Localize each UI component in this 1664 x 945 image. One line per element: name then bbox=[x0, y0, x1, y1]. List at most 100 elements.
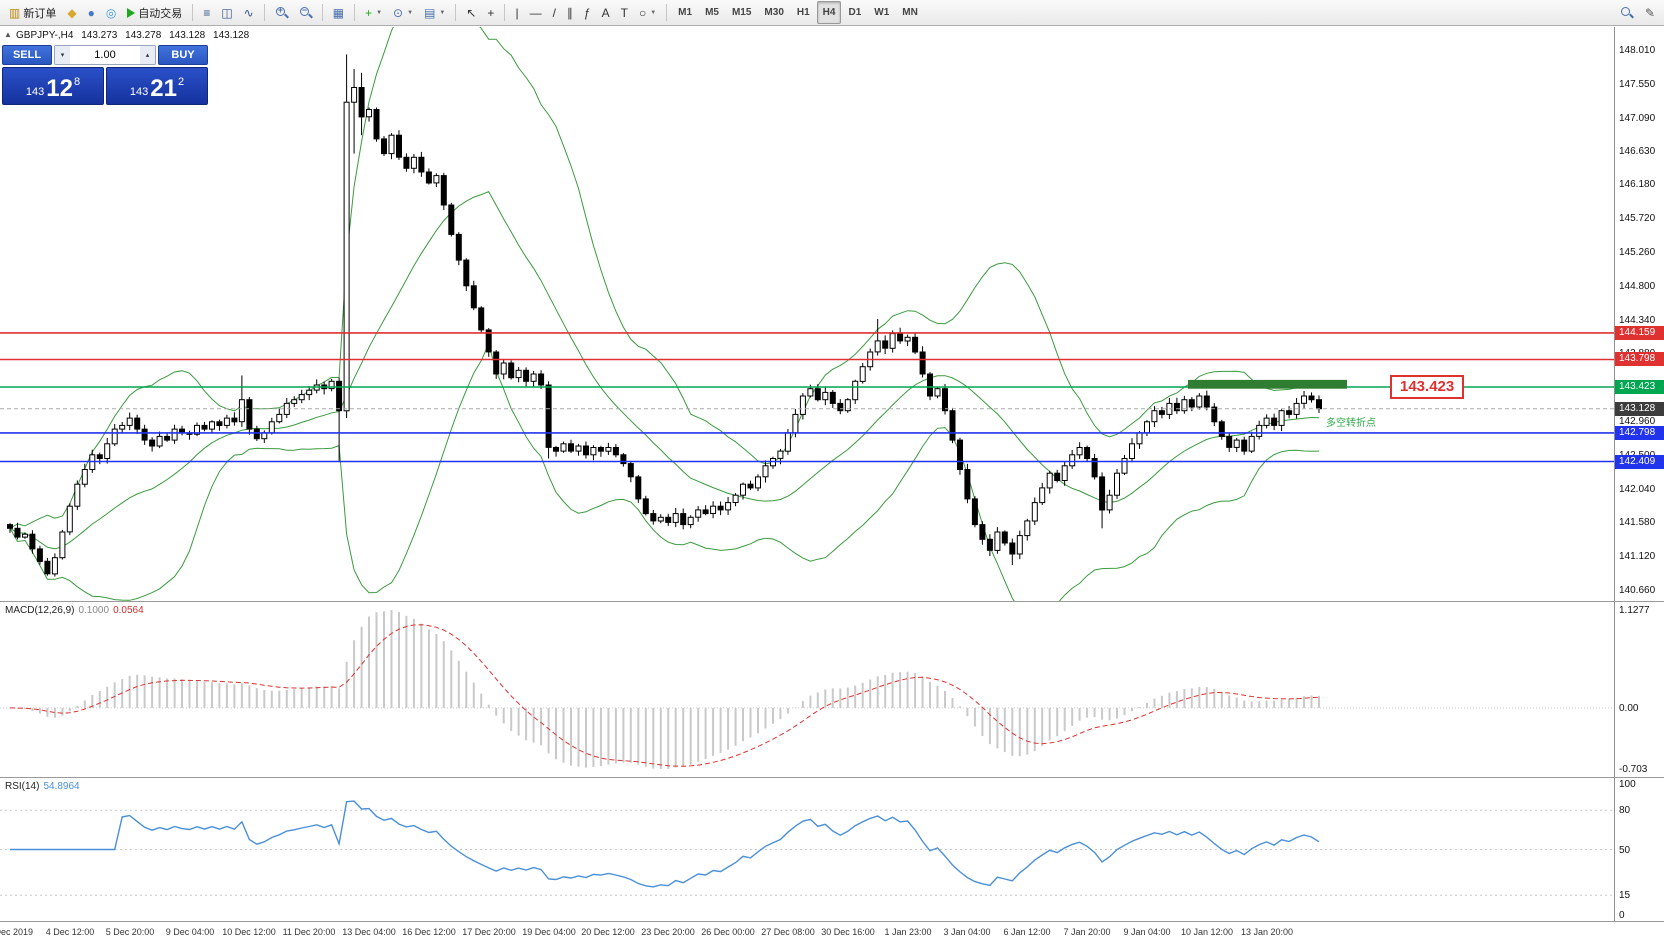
buy-price[interactable]: 143 21 2 bbox=[106, 67, 208, 105]
bar-chart-type-button[interactable]: ≡ bbox=[198, 1, 215, 24]
time-label: 4 Dec 12:00 bbox=[45, 927, 95, 937]
tile-windows-button[interactable]: ▦ bbox=[328, 1, 349, 24]
indicators-button[interactable]: + ▼ bbox=[360, 1, 387, 24]
magnifier-icon bbox=[1620, 6, 1634, 19]
shapes-button[interactable]: ○ ▼ bbox=[634, 1, 661, 24]
autotrading-button[interactable]: 自动交易 bbox=[122, 1, 187, 24]
chevron-down-icon: ▼ bbox=[407, 9, 414, 16]
trendline-button[interactable]: / bbox=[548, 1, 561, 24]
label-button[interactable]: T bbox=[616, 1, 633, 24]
sell-price[interactable]: 143 12 8 bbox=[2, 67, 104, 105]
toolbar-separator bbox=[504, 4, 506, 21]
rsi-label: RSI(14) 54.8964 bbox=[5, 781, 80, 792]
rsi-axis-label: 100 bbox=[1619, 779, 1636, 790]
zoom-out-button[interactable]: − bbox=[294, 1, 317, 24]
timeframe-w1-button[interactable]: W1 bbox=[868, 1, 895, 24]
panel-divider[interactable] bbox=[0, 601, 1664, 602]
new-order-button[interactable]: ▥ 新订单 bbox=[4, 1, 61, 24]
timeframe-m5-button[interactable]: M5 bbox=[699, 1, 725, 24]
panel-divider[interactable] bbox=[0, 777, 1664, 778]
channel-icon: ∥ bbox=[566, 5, 573, 20]
time-label: 17 Dec 20:00 bbox=[462, 927, 516, 937]
macd-label: MACD(12,26,9) 0.1000 0.0564 bbox=[5, 605, 144, 616]
magnifier-icon: − bbox=[299, 5, 313, 19]
alerts-icon-button[interactable]: ◆ bbox=[62, 1, 81, 24]
rsi-name: RSI(14) bbox=[5, 781, 40, 792]
price-tag: 144.159 bbox=[1615, 326, 1664, 340]
collapse-quote-panel-icon[interactable]: ▲ bbox=[4, 30, 12, 39]
timeframe-m30-button[interactable]: M30 bbox=[758, 1, 789, 24]
market-watch-icon-button[interactable]: ● bbox=[83, 1, 100, 24]
toolbar-separator bbox=[666, 4, 668, 21]
sell-price-sup: 8 bbox=[73, 76, 81, 88]
search-button[interactable] bbox=[1615, 1, 1638, 24]
timeframe-h1-button[interactable]: H1 bbox=[791, 1, 816, 24]
macd-axis-label: 1.1277 bbox=[1619, 605, 1650, 616]
text-button[interactable]: A bbox=[597, 1, 615, 24]
trendline-icon: / bbox=[552, 5, 556, 20]
toolbar-button-label: M30 bbox=[764, 7, 784, 18]
volume-input[interactable] bbox=[70, 46, 140, 64]
buy-button[interactable]: BUY bbox=[158, 45, 208, 65]
rsi-axis-label: 50 bbox=[1619, 845, 1631, 856]
panel-divider[interactable] bbox=[0, 921, 1664, 922]
periods-button[interactable]: ⊙ ▼ bbox=[388, 1, 418, 24]
cursor-icon: ↖ bbox=[466, 5, 477, 20]
price-tag: 143.798 bbox=[1615, 352, 1664, 366]
time-label: 13 Jan 20:00 bbox=[1240, 927, 1294, 937]
macd-panel[interactable] bbox=[0, 602, 1614, 777]
annotate-button[interactable]: ✎ bbox=[1640, 1, 1660, 24]
candlestick-chart-type-button[interactable]: ◫ bbox=[216, 1, 237, 24]
line-chart-type-button[interactable]: ∿ bbox=[239, 1, 259, 24]
community-icon-button[interactable]: ◎ bbox=[101, 1, 121, 24]
price-axis[interactable]: 148.010 147.550 147.090 146.630 146.180 145.7… bbox=[1614, 27, 1664, 921]
time-axis[interactable]: 3 Dec 2019 4 Dec 12:00 5 Dec 20:00 9 Dec 04… bbox=[0, 922, 1664, 945]
timeframe-h4-button[interactable]: H4 bbox=[816, 1, 842, 24]
resistance-highlight[interactable] bbox=[1188, 379, 1347, 389]
main-chart[interactable] bbox=[0, 27, 1614, 601]
sell-price-big: 12 bbox=[46, 75, 73, 102]
time-label: 11 Dec 20:00 bbox=[282, 927, 336, 937]
time-label: 30 Dec 16:00 bbox=[821, 927, 875, 937]
timeframe-m1-button[interactable]: M1 bbox=[672, 1, 698, 24]
volume-down-button[interactable]: ▾ bbox=[55, 46, 70, 64]
timeframe-d1-button[interactable]: D1 bbox=[842, 1, 867, 24]
rsi-axis-label: 0 bbox=[1619, 910, 1625, 921]
ohlc-low: 143.128 bbox=[169, 30, 206, 41]
timeframe-m15-button[interactable]: M15 bbox=[726, 1, 757, 24]
fibonacci-icon: ƒ bbox=[583, 5, 591, 20]
time-label: 5 Dec 20:00 bbox=[105, 927, 155, 937]
timeframe-mn-button[interactable]: MN bbox=[896, 1, 924, 24]
toolbar-separator bbox=[455, 4, 457, 21]
macd-signal-line bbox=[9, 624, 1320, 767]
sell-button[interactable]: SELL bbox=[2, 45, 52, 65]
zoom-in-button[interactable]: + bbox=[270, 1, 293, 24]
price-tick: 145.260 bbox=[1619, 247, 1656, 258]
time-label: 19 Dec 04:00 bbox=[522, 927, 576, 937]
price-tick: 141.120 bbox=[1619, 551, 1656, 562]
shapes-icon: ○ bbox=[638, 5, 647, 20]
volume-up-button[interactable]: ▴ bbox=[140, 46, 155, 64]
price-callout[interactable]: 143.423 bbox=[1390, 375, 1465, 399]
vertical-line-icon: | bbox=[515, 5, 519, 20]
time-label: 9 Jan 04:00 bbox=[1123, 927, 1171, 937]
fibonacci-button[interactable]: ƒ bbox=[579, 1, 596, 24]
vertical-line-button[interactable]: | bbox=[510, 1, 523, 24]
market-watch-icon-icon: ● bbox=[87, 5, 95, 20]
time-label: 3 Dec 2019 bbox=[0, 927, 34, 937]
candlestick-chart-type-icon: ◫ bbox=[221, 5, 233, 20]
time-label: 6 Jan 12:00 bbox=[1003, 927, 1051, 937]
play-icon bbox=[127, 7, 136, 18]
symbol-name: GBPJPY-,H4 bbox=[16, 30, 74, 41]
crosshair-button[interactable]: + bbox=[482, 1, 499, 24]
templates-button[interactable]: ▤ ▼ bbox=[419, 1, 450, 24]
price-tag: 143.128 bbox=[1615, 402, 1664, 416]
rsi-panel[interactable] bbox=[0, 778, 1614, 921]
price-tick: 141.580 bbox=[1619, 517, 1656, 528]
time-label: 26 Dec 00:00 bbox=[701, 927, 755, 937]
channel-button[interactable]: ∥ bbox=[562, 1, 578, 24]
horizontal-line-button[interactable]: — bbox=[525, 1, 547, 24]
pivot-note[interactable]: 多空转折点 bbox=[1326, 418, 1376, 429]
cursor-button[interactable]: ↖ bbox=[461, 1, 481, 24]
chart-window[interactable]: 3 Dec 2019 4 Dec 12:00 5 Dec 20:00 9 Dec 04… bbox=[0, 27, 1664, 945]
